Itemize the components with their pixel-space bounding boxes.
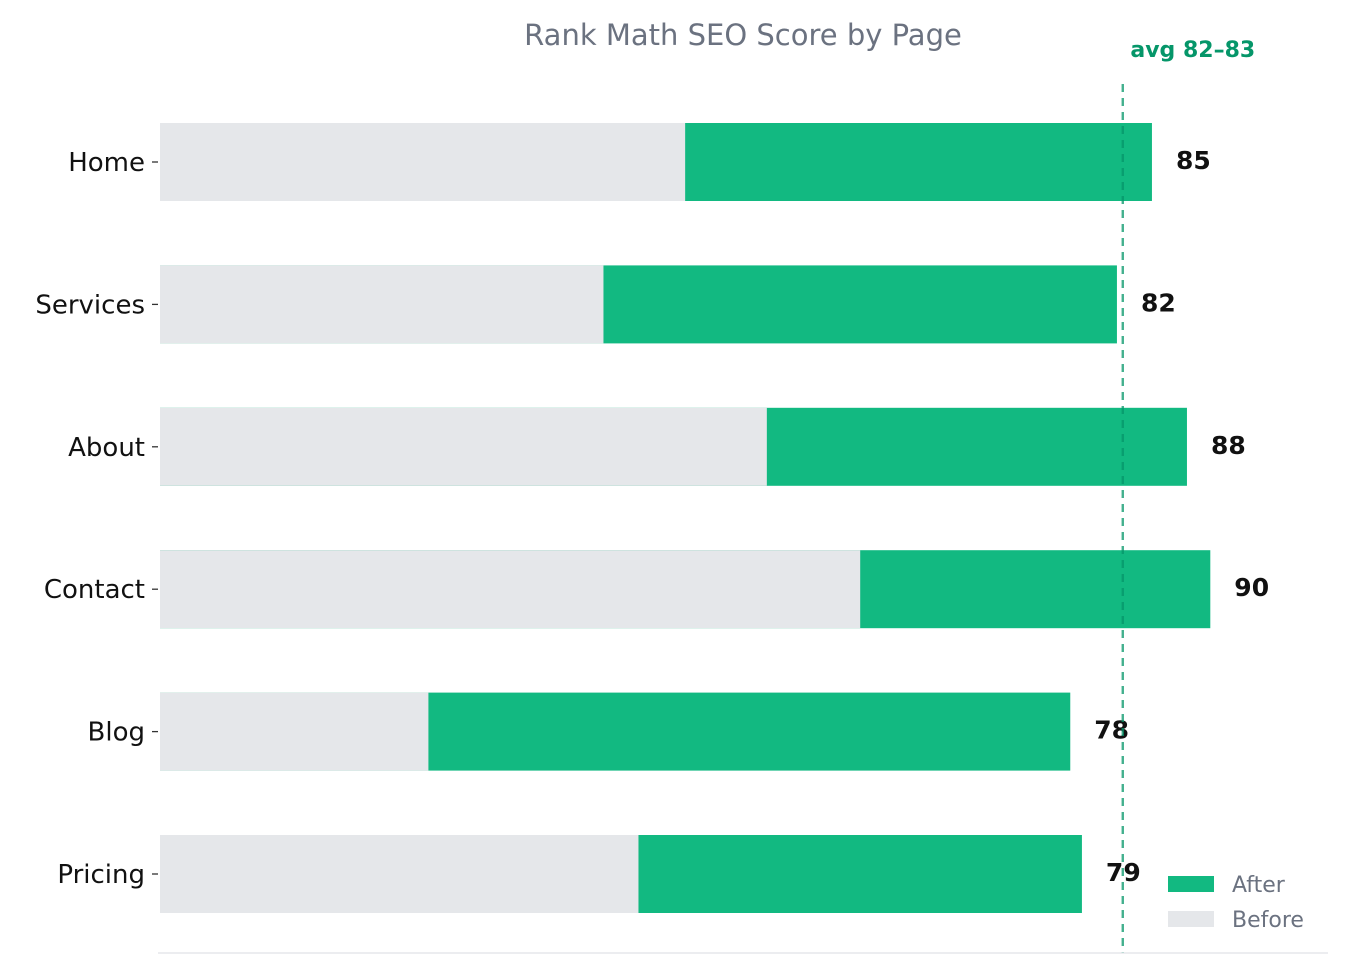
bar-before-contact [160, 550, 861, 629]
bar-before-services [160, 265, 604, 344]
value-label-about: 88 [1211, 431, 1246, 460]
y-tick-label-contact: Contact [44, 575, 145, 605]
y-tick-label-blog: Blog [88, 718, 145, 748]
legend-swatch-before [1168, 911, 1214, 927]
chart-title: Rank Math SEO Score by Page [524, 18, 962, 52]
y-axis: Home Services About Contact Blog Pricing [35, 148, 158, 890]
legend-swatch-after [1168, 876, 1214, 892]
y-tick-label-services: Services [35, 290, 145, 320]
value-label-contact: 90 [1234, 573, 1269, 602]
bar-before-home [160, 123, 686, 201]
y-tick-label-about: About [68, 433, 145, 463]
bars-group [160, 123, 1211, 913]
bar-before-pricing [160, 835, 639, 913]
bar-before-about [160, 407, 767, 486]
value-label-home: 85 [1176, 146, 1211, 175]
legend-label-before: Before [1232, 908, 1304, 933]
legend: After Before [1168, 873, 1304, 933]
y-tick-label-home: Home [68, 148, 145, 178]
value-label-services: 82 [1141, 288, 1176, 317]
legend-label-after: After [1232, 873, 1286, 898]
bar-before-blog [160, 692, 429, 771]
reference-line-group: avg 82–83 [1121, 38, 1255, 953]
average-label: avg 82–83 [1130, 38, 1255, 63]
y-tick-label-pricing: Pricing [57, 860, 145, 890]
